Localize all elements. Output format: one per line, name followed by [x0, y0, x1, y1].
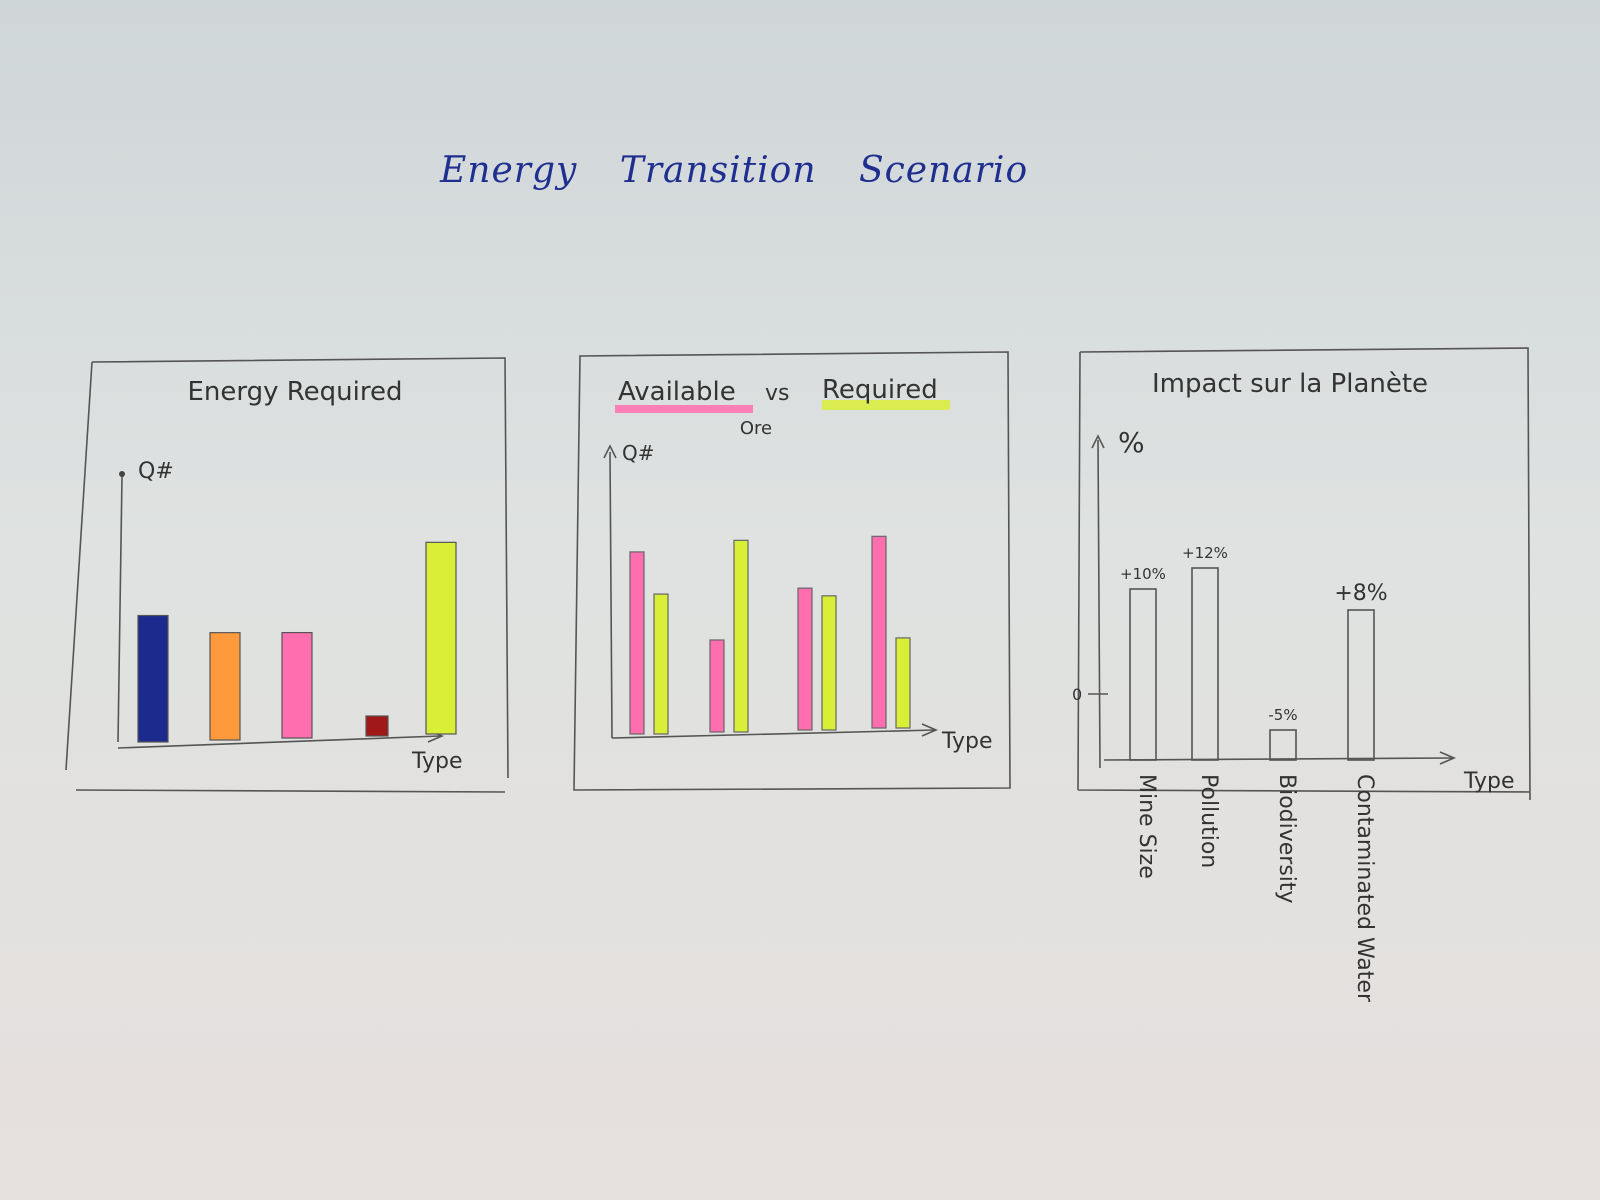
chart3-value-label-2: -5%	[1268, 706, 1297, 724]
chart1-title: Energy Required	[187, 377, 402, 407]
chart2-bar-required-1	[733, 539, 749, 733]
chart1-bar-4	[425, 541, 457, 735]
chart2-bar-required-2	[821, 595, 837, 731]
chart2-bars	[629, 535, 911, 735]
chart2-y-axis	[609, 451, 613, 739]
chart3-bars: +10% Mine Size +12% Pollution -5% Biodiversit…	[1120, 544, 1388, 1003]
chart2-subtitle: Ore	[740, 418, 772, 439]
chart2-xlabel: Type	[941, 729, 993, 754]
chart2-bar-available-0	[629, 551, 645, 735]
chart3-bar-0	[1129, 588, 1157, 761]
chart3-category-label-1: Pollution	[1196, 774, 1221, 868]
page-title: Energy Transition Scenario	[440, 150, 1029, 191]
chart1-y-axis-dot	[119, 471, 125, 477]
chart3-bar-1	[1191, 567, 1219, 761]
chart3-category-label-3: Contaminated Water	[1352, 774, 1377, 1003]
chart3-value-label-0: +10%	[1120, 565, 1166, 583]
chart1-bar-1	[209, 632, 241, 741]
chart2-y-arrow	[603, 444, 617, 459]
chart3-title: Impact sur la Planète	[1152, 369, 1428, 399]
chart1-bars	[137, 541, 457, 743]
chart2-bar-available-2	[797, 587, 813, 731]
chart3-category-label-0: Mine Size	[1134, 774, 1159, 879]
panel-energy-required: Energy Required Q# Type	[65, 357, 509, 793]
chart3-value-label-3: +8%	[1334, 581, 1387, 606]
chart3-category-label-2: Biodiversity	[1274, 774, 1299, 904]
chart1-ylabel: Q#	[138, 459, 174, 484]
chart2-bar-available-1	[709, 639, 725, 733]
chart3-bar-2	[1269, 729, 1297, 761]
chart3-zero-label: 0	[1072, 685, 1082, 704]
legend-required-label: Required	[822, 375, 938, 405]
chart2-x-arrow	[921, 723, 939, 737]
legend-available-swatch	[615, 405, 753, 413]
chart1-x-axis	[117, 735, 441, 749]
chart2-bar-required-3	[895, 637, 911, 729]
panel-impact: Impact sur la Planète % 0 Type +10% Mine …	[1072, 347, 1531, 1003]
chart3-bar-3	[1347, 609, 1375, 761]
legend-required-swatch	[822, 400, 950, 410]
chart3-x-axis	[1103, 757, 1453, 761]
chart3-x-arrow	[1439, 751, 1457, 765]
chart1-bar-0	[137, 614, 169, 743]
chart1-xlabel: Type	[411, 749, 463, 774]
chart3-y-arrow	[1091, 434, 1105, 449]
chart2-bar-required-0	[653, 593, 669, 735]
chart1-bar-2	[281, 631, 313, 739]
chart1-bar-3	[365, 715, 389, 737]
chart2-x-axis	[611, 729, 936, 739]
chart3-y-axis	[1097, 439, 1101, 769]
panel-available-vs-required: Available vs Required Ore Q# Type	[573, 351, 1011, 791]
chart3-ylabel: %	[1118, 426, 1145, 459]
chart2-bar-available-3	[871, 535, 887, 729]
chart2-ylabel: Q#	[622, 441, 655, 465]
chart3-value-label-1: +12%	[1182, 544, 1228, 562]
chart1-y-axis	[117, 475, 123, 743]
chart2-vs: vs	[765, 381, 789, 406]
legend-available-label: Available	[618, 377, 736, 407]
chart3-xlabel: Type	[1463, 769, 1515, 794]
